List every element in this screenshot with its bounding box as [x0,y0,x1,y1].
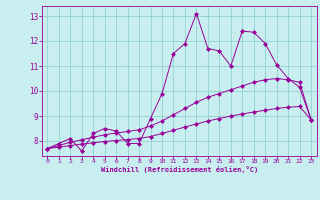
X-axis label: Windchill (Refroidissement éolien,°C): Windchill (Refroidissement éolien,°C) [100,166,258,173]
